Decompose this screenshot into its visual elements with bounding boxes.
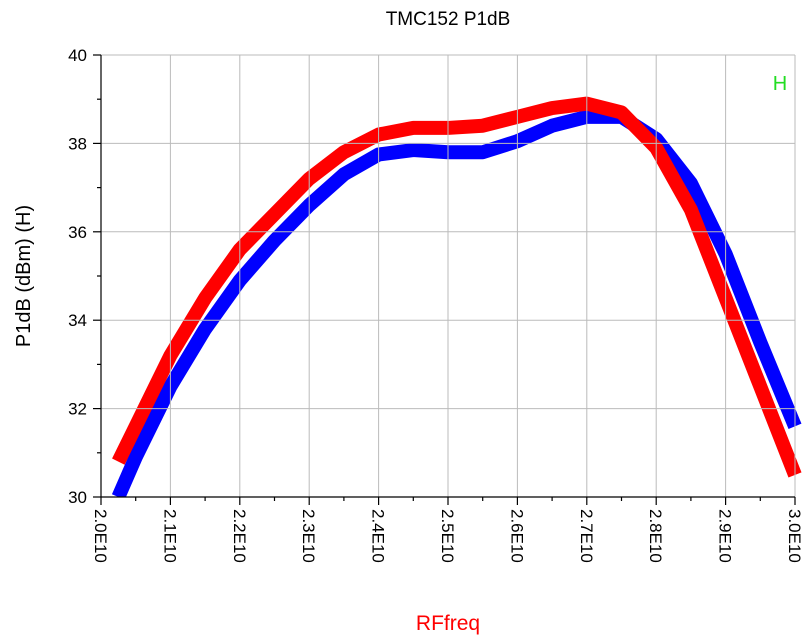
plot-area	[111, 96, 802, 497]
annotation: H	[773, 73, 787, 95]
x-tick-label: 2.1E10	[160, 509, 179, 563]
x-tick-label: 2.0E10	[91, 509, 110, 563]
x-axis-label: RFfreq	[416, 612, 480, 635]
y-tick-label: 32	[68, 400, 87, 419]
y-tick-label: 36	[68, 223, 87, 242]
y-tick-label: 40	[68, 46, 87, 65]
x-tick-label: 2.7E10	[577, 509, 596, 563]
series-line	[112, 96, 802, 478]
x-tick-label: 2.6E10	[507, 509, 526, 563]
series-line	[111, 109, 802, 497]
x-tick-label: 2.4E10	[369, 509, 388, 563]
y-axis-label: P1dB (dBm) (H)	[13, 205, 35, 347]
y-tick-label: 34	[68, 311, 87, 330]
x-tick-label: 2.2E10	[230, 509, 249, 563]
x-tick-label: 2.9E10	[716, 509, 735, 563]
x-tick-label: 2.3E10	[299, 509, 318, 563]
x-tick-label: 2.5E10	[438, 509, 457, 563]
x-tick-label: 2.8E10	[646, 509, 665, 563]
x-tick-label: 3.0E10	[785, 509, 804, 563]
y-tick-label: 30	[68, 488, 87, 507]
chart-title: TMC152 P1dB	[386, 9, 511, 30]
y-tick-label: 38	[68, 134, 87, 153]
